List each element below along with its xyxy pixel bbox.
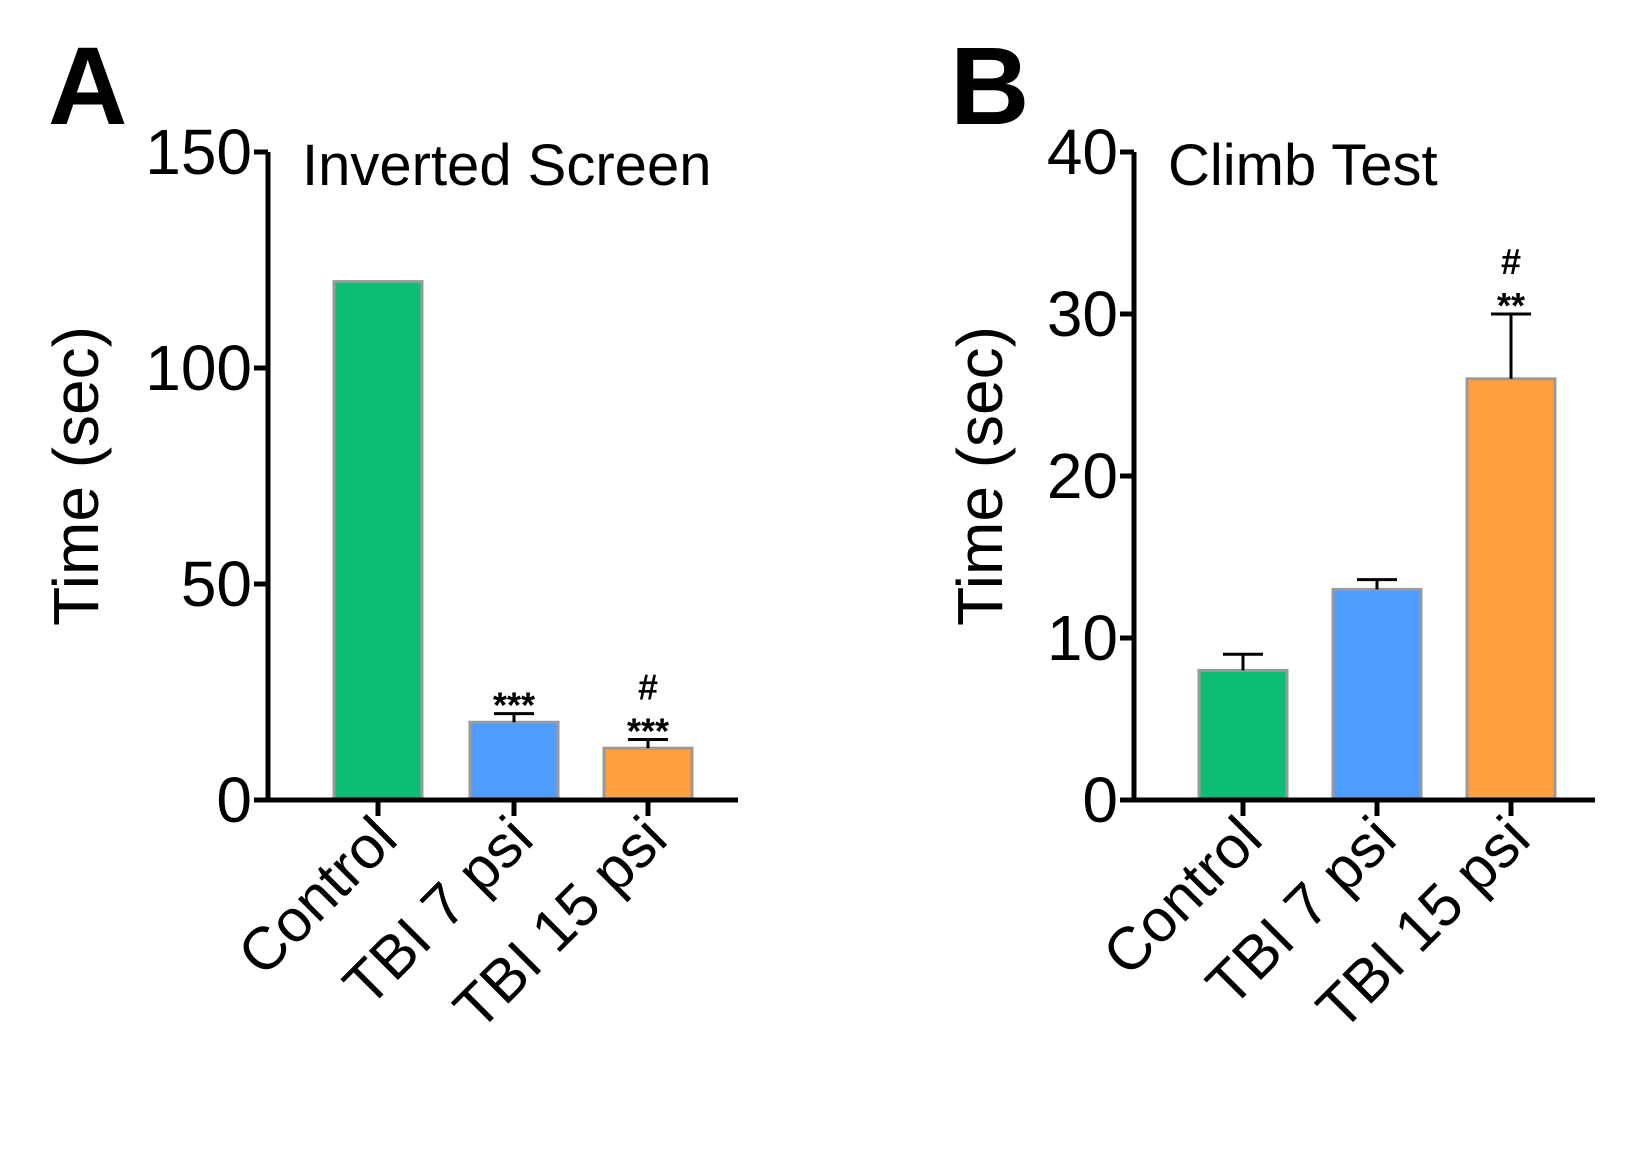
y-tick-label: 150 <box>145 116 252 188</box>
chart-title: Climb Test <box>1168 133 1438 198</box>
significance-marker: *** <box>627 711 669 752</box>
y-tick-label: 100 <box>145 332 252 404</box>
y-tick-label: 0 <box>216 764 252 836</box>
bar-tbi-7-psi <box>468 720 560 802</box>
bar-tbi-15-psi <box>1465 377 1557 802</box>
significance-marker: # <box>1501 241 1521 282</box>
bar-control <box>1197 668 1289 802</box>
y-tick-label: 0 <box>1082 764 1118 836</box>
y-tick-label: 30 <box>1047 278 1118 350</box>
y-tick-label: 50 <box>181 548 252 620</box>
y-axis-label: Time (sec) <box>40 326 112 626</box>
y-tick-label: 10 <box>1047 602 1118 674</box>
panel-letter: B <box>950 25 1029 148</box>
bar-control <box>332 280 424 802</box>
chart-title: Inverted Screen <box>302 133 711 198</box>
y-tick-label: 40 <box>1047 116 1118 188</box>
significance-marker: # <box>638 667 658 708</box>
panel-letter: A <box>48 25 127 148</box>
bar-tbi-15-psi <box>602 746 694 802</box>
y-axis-label: Time (sec) <box>944 326 1016 626</box>
y-tick-label: 20 <box>1047 440 1118 512</box>
significance-marker: *** <box>493 685 535 726</box>
significance-marker: ** <box>1497 285 1525 326</box>
bar-tbi-7-psi <box>1331 587 1423 802</box>
